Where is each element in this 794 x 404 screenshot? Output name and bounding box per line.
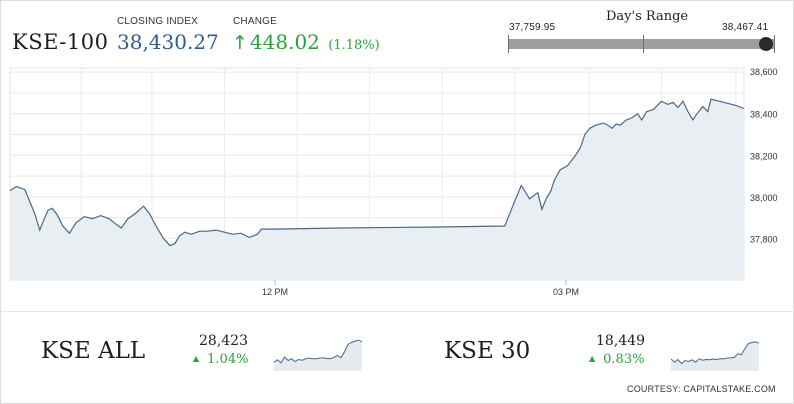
sparkline-area	[274, 340, 362, 371]
y-tick-label: 38,600	[750, 67, 778, 77]
range-tick-right	[774, 35, 775, 53]
change-percent: (1.18%)	[328, 38, 380, 53]
kse-30-change-value: 0.83%	[603, 352, 645, 367]
up-triangle-icon: ▲	[589, 354, 596, 363]
up-arrow-icon: ↑	[232, 32, 248, 54]
kse-all-change-value: 1.04%	[207, 352, 249, 367]
kse-30-value: 18,449	[596, 333, 645, 349]
kse-30-change: ▲ 0.83%	[589, 352, 644, 367]
y-tick-label: 37,800	[750, 234, 778, 244]
days-range-title: Day's Range	[606, 9, 689, 24]
sparkline-line	[273, 339, 363, 364]
y-tick-label: 38,000	[750, 193, 778, 203]
x-tick-label: 12 PM	[262, 287, 288, 297]
kse-30-sparkline	[670, 341, 760, 371]
range-tick-left	[508, 35, 509, 53]
price-area	[10, 99, 744, 280]
days-range-marker	[759, 37, 773, 51]
kse-all-change: ▲ 1.04%	[193, 352, 248, 367]
closing-index-label: CLOSING INDEX	[117, 16, 198, 27]
days-range-bar	[508, 39, 774, 49]
up-triangle-icon: ▲	[193, 354, 200, 363]
intraday-chart: 38,600 38,400 38,200 38,000 37,800 12 PM 03 PM	[9, 67, 778, 297]
days-range-low: 37,759.95	[509, 22, 556, 33]
kse-all-name: KSE ALL	[41, 338, 146, 364]
change-label: CHANGE	[233, 16, 277, 27]
sparkline-area	[671, 341, 759, 371]
courtesy-text: COURTESY: CAPITALSTAKE.COM	[627, 384, 776, 394]
y-tick-label: 38,200	[750, 151, 778, 161]
change-value: 448.02	[249, 30, 320, 54]
kse-all-sparkline	[273, 339, 363, 371]
closing-index-value: 38,430.27	[117, 30, 219, 54]
sparkline-line	[670, 341, 760, 365]
kse-30-name: KSE 30	[444, 338, 531, 364]
kse-all-value: 28,423	[199, 333, 248, 349]
price-line	[9, 98, 745, 247]
x-tick-label: 03 PM	[553, 287, 579, 297]
range-tick-mid	[643, 35, 644, 53]
section-divider	[0, 311, 794, 312]
y-tick-label: 38,400	[750, 110, 778, 120]
change-value-group: ↑ 448.02 (1.18%)	[232, 30, 380, 54]
index-name: KSE-100	[12, 30, 109, 54]
days-range-high: 38,467.41	[722, 22, 769, 33]
